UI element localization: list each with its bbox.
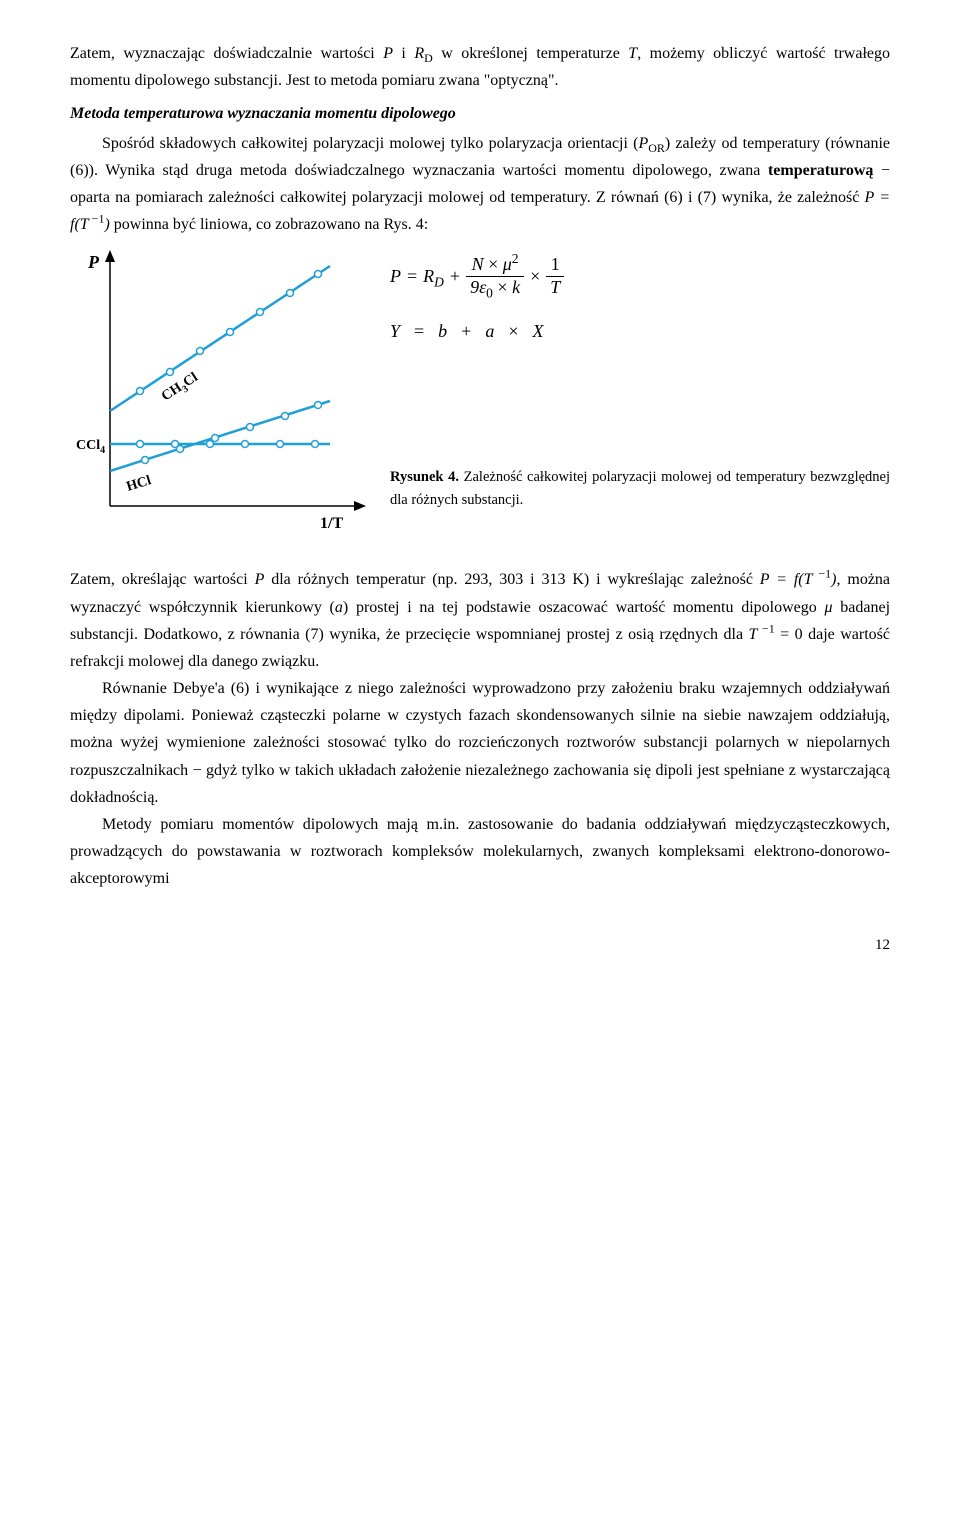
equation-p: P = RD + N × μ2 9ε0 × k × 1 T xyxy=(390,254,890,298)
page-number: 12 xyxy=(70,933,890,959)
figure-4-chart: P 1/T CH3Cl HCl CCl4 xyxy=(70,246,370,546)
series-hcl-label: HCl xyxy=(125,473,153,495)
figure-4-caption: Rysunek 4. Zależność całkowitej polaryza… xyxy=(390,466,890,512)
para-1: Zatem, wyznaczając doświadczalnie wartoś… xyxy=(70,40,890,94)
para-5: Metody pomiaru momentów dipolowych mają … xyxy=(70,811,890,893)
para-4: Równanie Debye'a (6) i wynikające z nieg… xyxy=(70,675,890,811)
series-ccl4-label: CCl4 xyxy=(76,438,105,456)
para-2: Spośród składowych całkowitej polaryzacj… xyxy=(70,130,890,239)
subheading-temperature-method: Metoda temperaturowa wyznaczania momentu… xyxy=(70,100,890,127)
para-3: Zatem, określając wartości P dla różnych… xyxy=(70,566,890,675)
equation-linear: Y = b + a × X xyxy=(390,321,890,343)
y-axis-label: P xyxy=(87,252,100,272)
figure-4-block: P 1/T CH3Cl HCl CCl4 xyxy=(70,246,890,546)
x-axis-label: 1/T xyxy=(320,515,343,532)
